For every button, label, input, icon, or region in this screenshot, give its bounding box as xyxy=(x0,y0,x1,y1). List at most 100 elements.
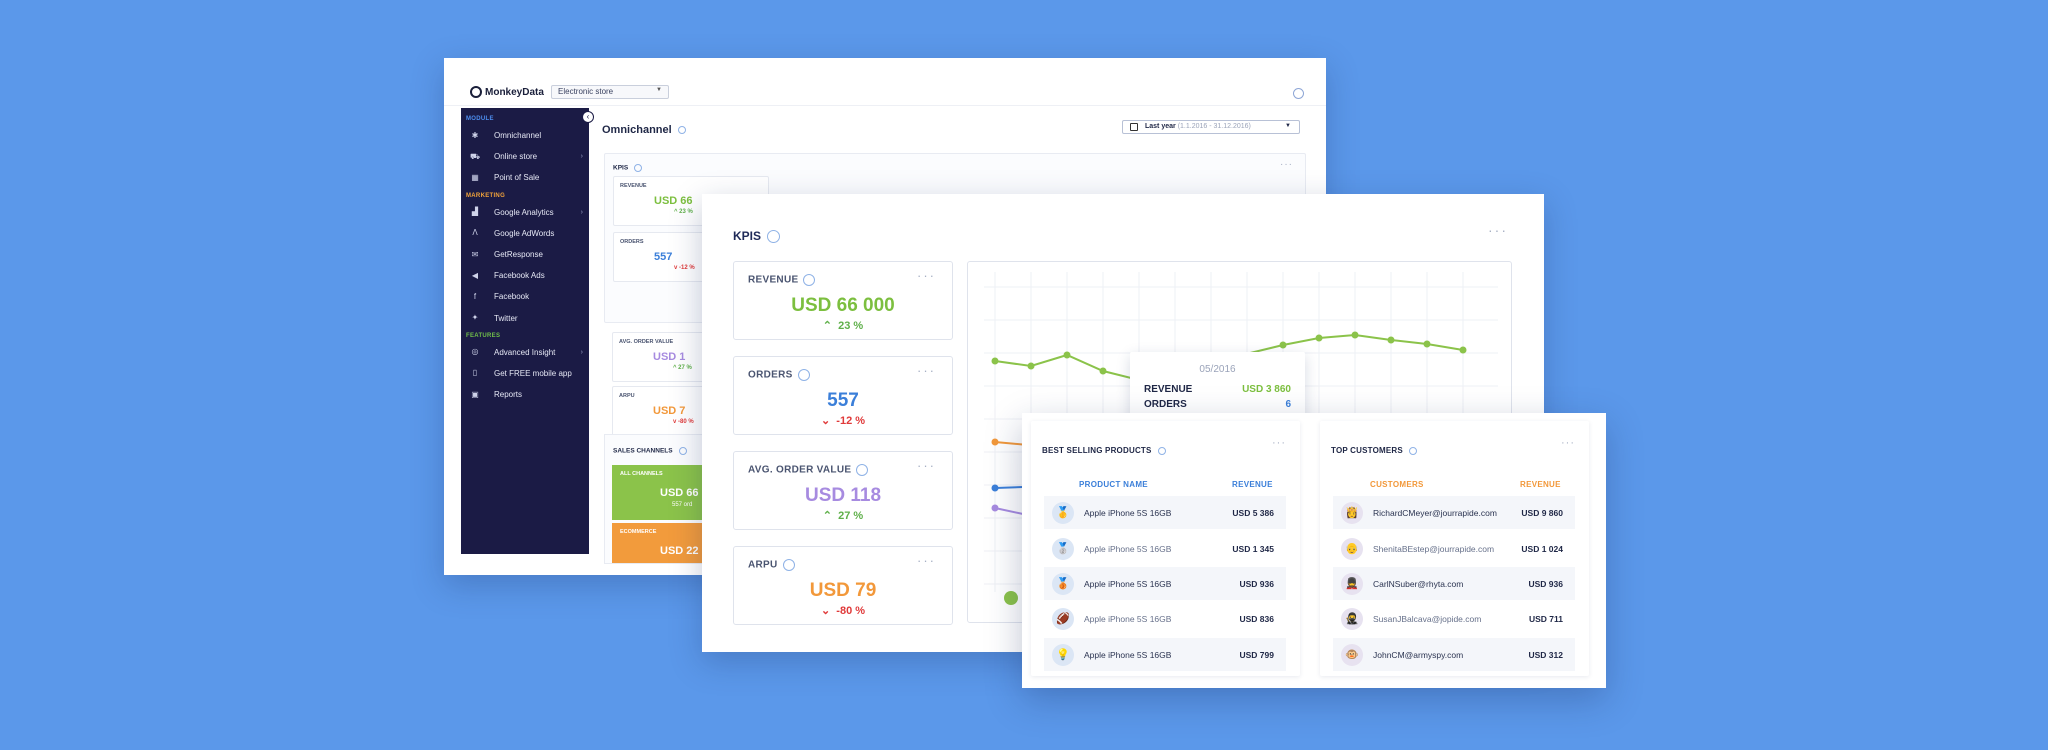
table-row[interactable]: 🥷 SusanJBalcava@jopide.com USD 711 xyxy=(1333,602,1575,635)
store-select[interactable]: Electronic store ▼ xyxy=(551,85,669,99)
product-revenue: USD 1 345 xyxy=(1232,543,1274,554)
kpi-label-text: REVENUE xyxy=(748,274,799,286)
kpi-label: ORDERS xyxy=(748,369,810,381)
table-row[interactable]: 🐵 JohnCM@armyspy.com USD 312 xyxy=(1333,638,1575,671)
chevron-right-icon: › xyxy=(580,153,583,161)
panel-title-text: KPIS xyxy=(613,164,629,172)
sidebar-item-facebook-ads[interactable]: ◀ Facebook Ads xyxy=(461,265,589,286)
sidebar-item-omnichannel[interactable]: ✱ Omnichannel xyxy=(461,125,589,146)
customer-email: ShenitaBEstep@jourrapide.com xyxy=(1373,543,1495,554)
table-row[interactable]: 🥉 Apple iPhone 5S 16GB USD 936 xyxy=(1044,567,1286,600)
column-header-revenue[interactable]: REVENUE xyxy=(1232,480,1273,489)
more-icon[interactable]: ··· xyxy=(1488,222,1508,238)
sidebar-item-facebook[interactable]: f Facebook xyxy=(461,286,589,307)
table-row[interactable]: 💡 Apple iPhone 5S 16GB USD 799 xyxy=(1044,638,1286,671)
product-name: Apple iPhone 5S 16GB xyxy=(1084,543,1172,554)
more-icon[interactable]: ··· xyxy=(917,363,936,378)
mobile-icon: ▯ xyxy=(472,368,478,378)
more-icon[interactable]: ··· xyxy=(917,268,936,283)
insight-icon: ◎ xyxy=(471,347,479,357)
sidebar-item-google-analytics[interactable]: ▟ Google Analytics › xyxy=(461,202,589,223)
aov-series-line xyxy=(994,507,1024,515)
sidebar-item-point-of-sale[interactable]: ▦ Point of Sale xyxy=(461,167,589,188)
bar-chart-icon: ▟ xyxy=(471,207,479,217)
customer-revenue: USD 936 xyxy=(1528,578,1564,589)
table-row[interactable]: 💂 CarlNSuber@rhyta.com USD 936 xyxy=(1333,567,1575,600)
sidebar-item-online-store[interactable]: ⛟ Online store › xyxy=(461,146,589,167)
facebook-icon: f xyxy=(473,291,477,301)
logo-text: MonkeyData xyxy=(485,86,544,98)
info-icon[interactable] xyxy=(634,164,643,172)
sidebar: ‹ MODULE ✱ Omnichannel ⛟ Online store › … xyxy=(461,108,594,554)
sidebar-item-label: Facebook xyxy=(494,292,530,302)
kpi-card-avg-order-value[interactable]: AVG. ORDER VALUE ··· USD 118 ⌃ 27 % xyxy=(733,451,953,530)
info-icon[interactable] xyxy=(856,464,869,476)
customer-revenue: USD 9 860 xyxy=(1521,507,1563,518)
chevron-right-icon: › xyxy=(580,348,583,356)
info-icon[interactable] xyxy=(1408,446,1417,455)
sidebar-item-label: Reports xyxy=(494,390,523,400)
kpi-change-value: 23 % xyxy=(838,320,864,332)
info-icon[interactable] xyxy=(767,230,781,244)
sidebar-item-mobile-app[interactable]: ▯ Get FREE mobile app xyxy=(461,363,589,384)
info-icon[interactable] xyxy=(1157,446,1166,455)
kpi-change-value: -80 % xyxy=(678,419,694,425)
more-icon[interactable]: ··· xyxy=(917,553,936,568)
table-row[interactable]: 🥇 Apple iPhone 5S 16GB USD 5 386 xyxy=(1044,496,1286,529)
channel-label: ALL CHANNELS xyxy=(620,471,663,477)
kpi-label: REVENUE xyxy=(748,274,816,286)
tooltip-row-orders: ORDERS 6 xyxy=(1144,399,1291,410)
top-customers-panel: TOP CUSTOMERS ··· CUSTOMERS REVENUE 👸 Ri… xyxy=(1320,421,1589,676)
info-icon[interactable] xyxy=(797,369,810,381)
channel-sub: 557 ord xyxy=(672,502,693,508)
legend-dot-revenue[interactable] xyxy=(1004,591,1018,605)
sidebar-item-label: Get FREE mobile app xyxy=(494,368,572,378)
kpi-card-arpu[interactable]: ARPU ··· USD 79 ⌄ -80 % xyxy=(733,546,953,625)
silver-medal-icon: 🥈 xyxy=(1052,537,1074,560)
more-icon[interactable]: ··· xyxy=(1272,437,1286,449)
kpi-change: v -12 % xyxy=(674,265,695,271)
store-icon: ▦ xyxy=(471,172,479,182)
sidebar-item-advanced-insight[interactable]: ◎ Advanced Insight › xyxy=(461,342,589,363)
more-icon[interactable]: ··· xyxy=(1280,159,1293,170)
sidebar-collapse-button[interactable]: ‹ xyxy=(582,111,594,123)
tooltip-row-revenue: REVENUE USD 3 860 xyxy=(1144,384,1291,395)
gold-medal-icon: 🥇 xyxy=(1052,501,1074,524)
kpi-change: ⌃ 27 % xyxy=(734,509,952,522)
column-header-customers[interactable]: CUSTOMERS xyxy=(1370,480,1424,489)
date-range-select[interactable]: Last year (1.1.2016 - 31.12.2016) ▼ xyxy=(1122,120,1300,134)
info-icon[interactable] xyxy=(677,126,686,135)
product-revenue: USD 836 xyxy=(1239,613,1275,624)
sidebar-item-getresponse[interactable]: ✉ GetResponse xyxy=(461,244,589,265)
more-icon[interactable]: ··· xyxy=(1561,437,1575,449)
info-icon[interactable] xyxy=(803,274,816,286)
kpi-change-value: 27 % xyxy=(838,510,864,522)
table-row[interactable]: 🏈 Apple iPhone 5S 16GB USD 836 xyxy=(1044,602,1286,635)
app-logo[interactable]: MonkeyData xyxy=(470,86,544,98)
table-row[interactable]: 👸 RichardCMeyer@jourrapide.com USD 9 860 xyxy=(1333,496,1575,529)
kpi-change: ^ 27 % xyxy=(673,365,692,371)
product-name: Apple iPhone 5S 16GB xyxy=(1084,507,1172,518)
more-icon[interactable]: ··· xyxy=(917,458,936,473)
sidebar-item-google-adwords[interactable]: Λ Google AdWords xyxy=(461,223,589,244)
old-man-avatar-icon: 👴 xyxy=(1341,537,1363,560)
table-row[interactable]: 🥈 Apple iPhone 5S 16GB USD 1 345 xyxy=(1044,532,1286,565)
info-icon[interactable] xyxy=(678,447,687,455)
customer-email: JohnCM@armyspy.com xyxy=(1373,649,1464,660)
column-header-product-name[interactable]: PRODUCT NAME xyxy=(1079,480,1148,489)
kpi-card-revenue[interactable]: REVENUE ··· USD 66 000 ⌃ 23 % xyxy=(733,261,953,340)
sidebar-section-features: FEATURES xyxy=(466,332,501,339)
kpi-value: USD 66 xyxy=(654,195,693,207)
guard-avatar-icon: 💂 xyxy=(1341,572,1363,595)
kpi-change: ⌄ -12 % xyxy=(734,414,952,427)
store-select-value: Electronic store xyxy=(558,87,614,96)
sidebar-item-twitter[interactable]: ✦ Twitter xyxy=(461,308,589,329)
product-revenue: USD 799 xyxy=(1239,649,1275,660)
info-icon[interactable] xyxy=(782,559,795,571)
column-header-revenue[interactable]: REVENUE xyxy=(1520,480,1561,489)
table-row[interactable]: 👴 ShenitaBEstep@jourrapide.com USD 1 024 xyxy=(1333,532,1575,565)
sidebar-item-reports[interactable]: ▣ Reports xyxy=(461,384,589,405)
product-name: Apple iPhone 5S 16GB xyxy=(1084,613,1172,624)
globe-icon[interactable] xyxy=(1293,88,1304,99)
kpi-card-orders[interactable]: ORDERS ··· 557 ⌄ -12 % xyxy=(733,356,953,435)
